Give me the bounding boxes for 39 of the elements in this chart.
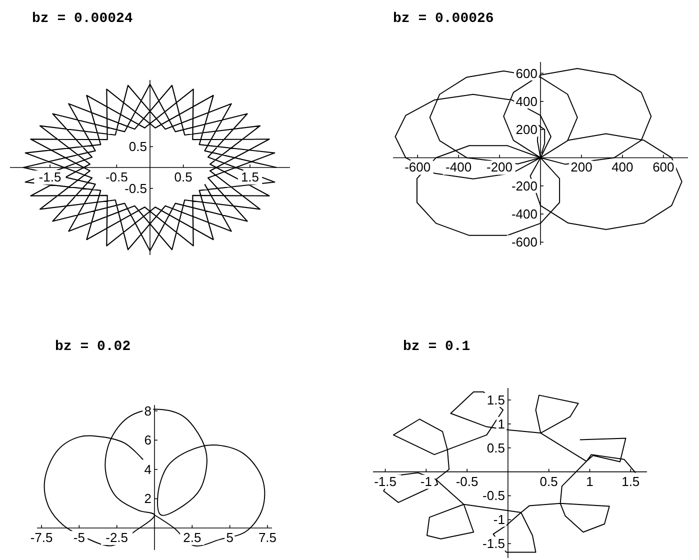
x-tick-label: -400 bbox=[446, 160, 472, 175]
x-tick-label: 1 bbox=[586, 474, 594, 489]
y-tick-label: 600 bbox=[516, 66, 538, 81]
chart-title: bz = 0.1 bbox=[403, 339, 470, 355]
x-tick-label: -2.5 bbox=[106, 530, 128, 546]
y-tick-label: 200 bbox=[516, 122, 538, 138]
x-tick-label: 1.5 bbox=[622, 474, 640, 489]
y-tick-label: -600 bbox=[511, 234, 538, 250]
y-tick-label: 0.5 bbox=[486, 440, 505, 456]
x-tick-label: 5 bbox=[226, 530, 234, 546]
x-tick-label: 7.5 bbox=[258, 530, 277, 546]
x-tick-label: -1.5 bbox=[38, 170, 62, 184]
x-tick-label: -600 bbox=[404, 160, 431, 175]
y-tick-label: 400 bbox=[516, 94, 538, 109]
y-tick-label: 1.5 bbox=[486, 392, 505, 408]
y-tick-label: 6 bbox=[144, 432, 152, 448]
x-tick-label: -0.5 bbox=[456, 474, 478, 489]
y-tick-label: -400 bbox=[511, 206, 538, 222]
y-tick-label: 2 bbox=[144, 491, 152, 506]
y-tick-label: -1 bbox=[493, 512, 505, 528]
x-tick-label: -1 bbox=[420, 474, 432, 489]
x-tick-label: 1.5 bbox=[240, 170, 260, 184]
x-tick-label: 600 bbox=[652, 160, 674, 175]
y-tick-label: 1 bbox=[498, 416, 505, 432]
y-tick-label: 8 bbox=[144, 403, 152, 418]
chart-title: bz = 0.00026 bbox=[393, 11, 494, 27]
x-tick-label: 0.5 bbox=[540, 474, 558, 489]
x-tick-label: 400 bbox=[612, 160, 634, 175]
x-tick-label: 0.5 bbox=[174, 170, 192, 184]
x-tick-label: 200 bbox=[570, 160, 592, 175]
x-tick-label: -7.5 bbox=[30, 530, 53, 546]
y-tick-label: 4 bbox=[144, 462, 152, 477]
chart-title: bz = 0.02 bbox=[55, 339, 131, 355]
x-tick-label: -5 bbox=[73, 530, 85, 546]
chart-title: bz = 0.00024 bbox=[32, 11, 133, 27]
y-tick-label: -0.5 bbox=[482, 488, 505, 504]
y-tick-label: 0.5 bbox=[128, 139, 147, 154]
x-tick-label: 2.5 bbox=[183, 530, 202, 546]
x-tick-label: -1.5 bbox=[374, 474, 396, 489]
